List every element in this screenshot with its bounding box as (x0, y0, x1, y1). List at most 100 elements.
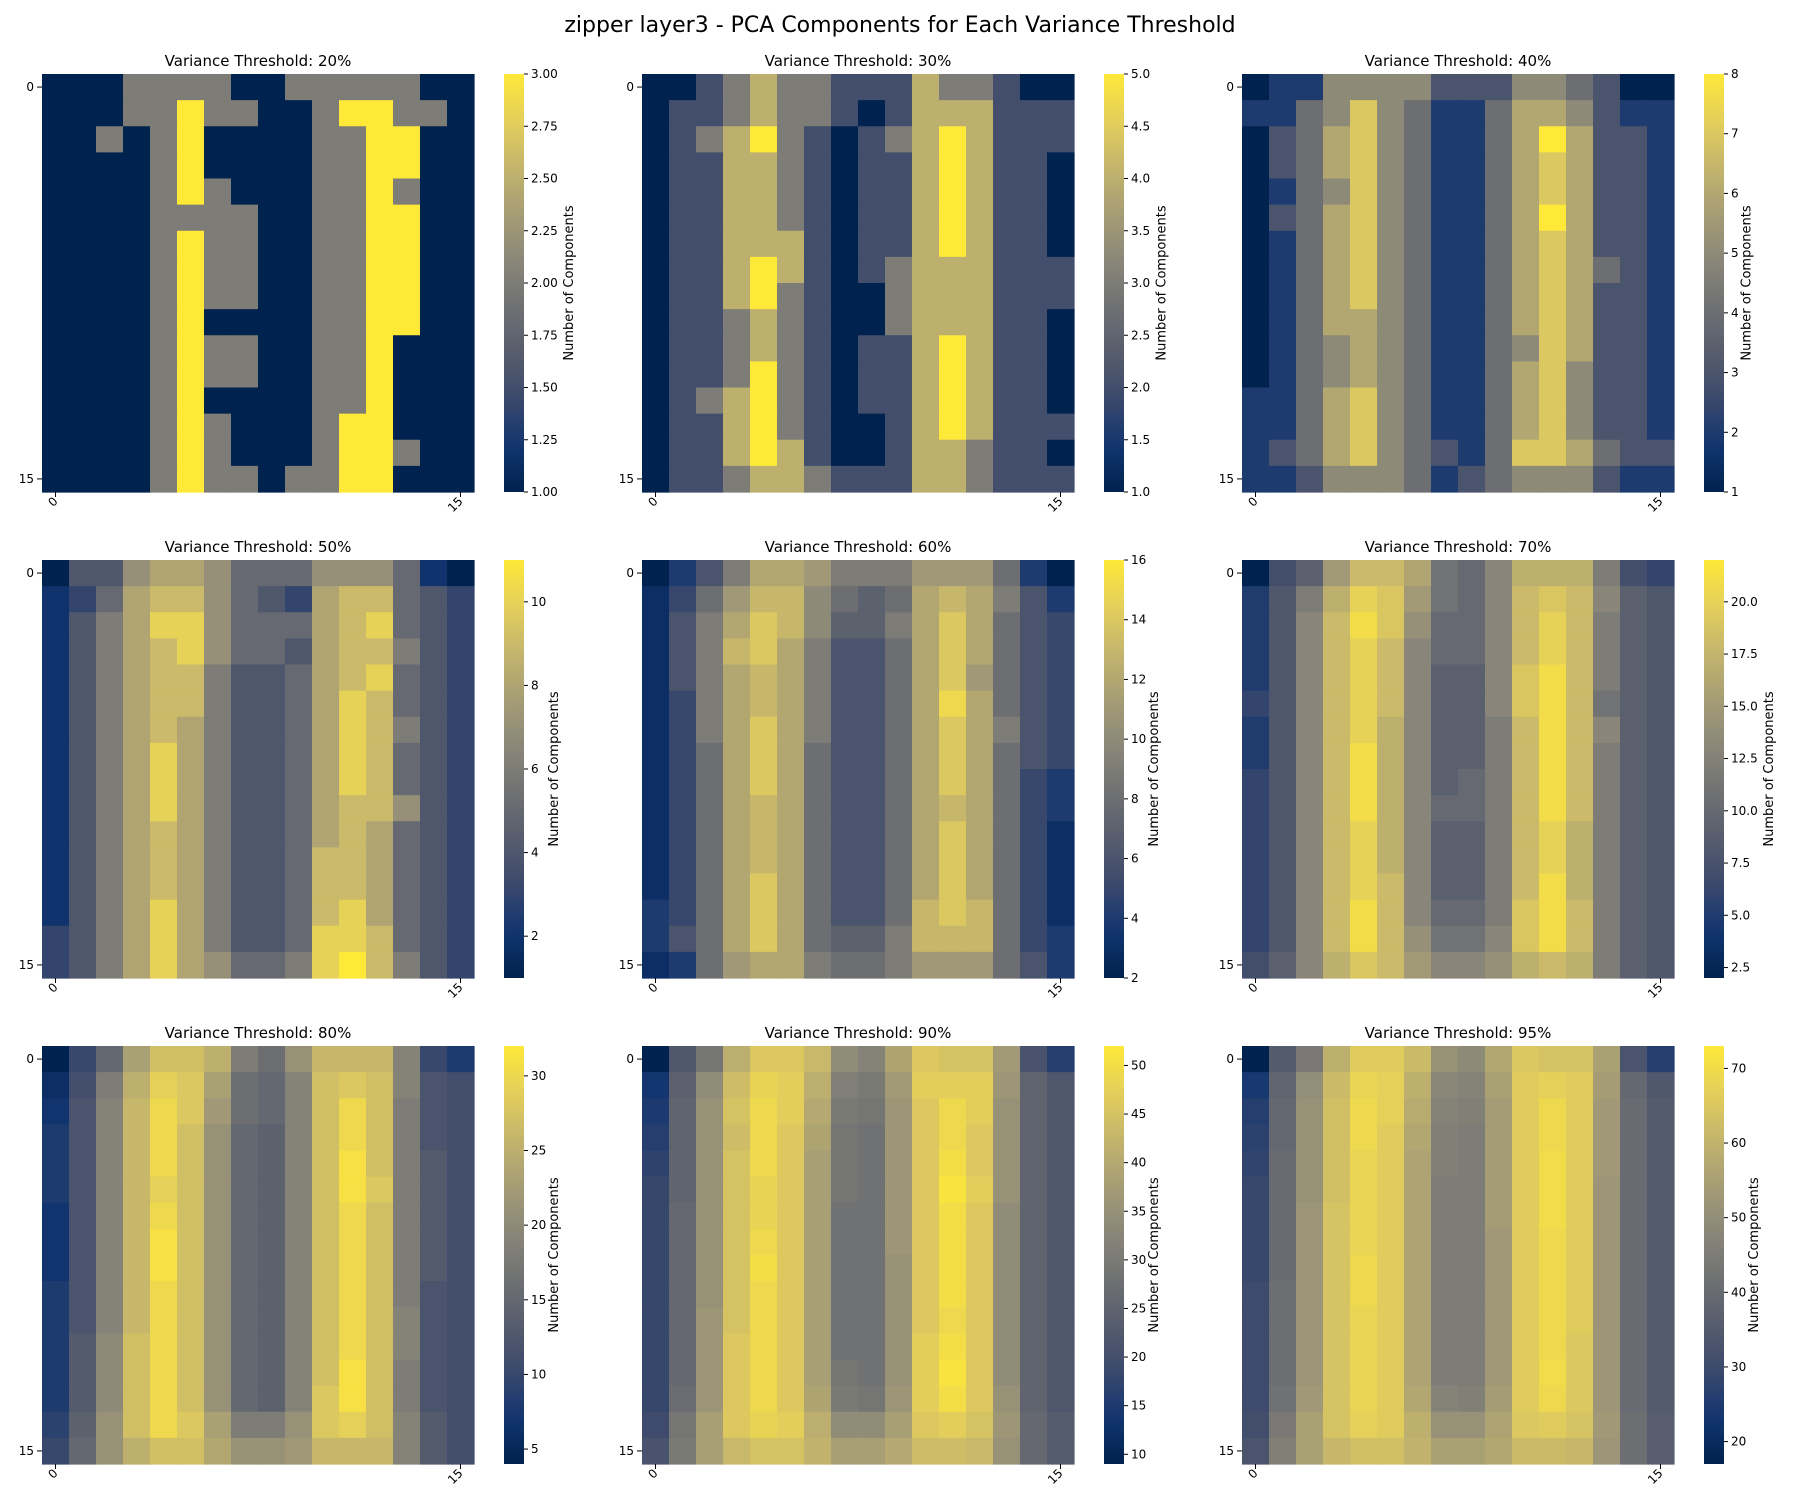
heatmap-cell (1620, 204, 1648, 232)
heatmap-cell (696, 387, 724, 415)
heatmap-cell (204, 1150, 232, 1178)
heatmap-cell (231, 690, 259, 718)
heatmap-cell (1020, 230, 1048, 258)
heatmap-cell (1296, 1228, 1324, 1256)
heatmap-cell (777, 1385, 805, 1413)
heatmap-cell (1323, 586, 1351, 613)
heatmap-cell (312, 1202, 340, 1230)
heatmap-cell (804, 586, 832, 613)
heatmap-cell (1242, 1359, 1270, 1387)
heatmap-cell (966, 925, 994, 953)
heatmap-cell (1296, 1437, 1324, 1465)
heatmap-cell (750, 638, 778, 666)
colorbar-tick-label: 6 (1731, 186, 1739, 200)
heatmap-cell (1620, 152, 1648, 180)
heatmap-cell (177, 560, 205, 587)
heatmap-cell (150, 925, 178, 953)
heatmap-cell (96, 1176, 124, 1204)
heatmap-cell (723, 1046, 751, 1073)
heatmap-cell (831, 1281, 859, 1308)
heatmap-cell (204, 769, 232, 796)
heatmap-cell (366, 1228, 394, 1256)
heatmap-cell (1566, 204, 1594, 232)
heatmap-cell (966, 795, 994, 822)
heatmap-cell (912, 283, 940, 310)
heatmap-cell (1620, 638, 1648, 666)
heatmap-cell (642, 1072, 670, 1099)
heatmap-cell (177, 283, 205, 310)
heatmap-cell (1323, 74, 1351, 101)
y-tick-label: 0 (1226, 566, 1234, 580)
heatmap-cell (1242, 716, 1270, 744)
heatmap-cell (285, 1359, 313, 1387)
heatmap-cell (1269, 1072, 1297, 1099)
heatmap-cell (912, 1150, 940, 1178)
heatmap-cell (177, 1255, 205, 1282)
heatmap-cell (777, 847, 805, 875)
heatmap-cell (1296, 1072, 1324, 1099)
heatmap-cell (123, 361, 151, 389)
heatmap-cell (939, 1385, 967, 1413)
heatmap-cell (885, 1202, 913, 1230)
heatmap-cell (642, 204, 670, 232)
heatmap-cell (696, 178, 724, 206)
heatmap-cell (885, 716, 913, 744)
heatmap-cell (1431, 899, 1459, 927)
heatmap-cell (777, 1281, 805, 1308)
heatmap-cell (1593, 309, 1621, 336)
heatmap-cell (366, 465, 394, 493)
heatmap-cell (1296, 716, 1324, 744)
heatmap-cell (1647, 1385, 1675, 1413)
heatmap-cell (258, 873, 286, 901)
heatmap-cell (885, 1098, 913, 1125)
colorbar-label: Number of Components (1740, 205, 1755, 360)
heatmap-cell (1047, 1202, 1075, 1230)
heatmap-cell (912, 612, 940, 639)
heatmap-cell (777, 361, 805, 389)
heatmap-cell (885, 1411, 913, 1439)
colorbar-tick-label: 15.0 (1731, 699, 1758, 713)
heatmap-cell (1377, 1385, 1405, 1413)
heatmap-cell (285, 951, 313, 979)
heatmap-cell (1377, 1411, 1405, 1439)
heatmap-cell (312, 283, 340, 310)
heatmap-cell (177, 1307, 205, 1334)
heatmap-cell (1377, 1281, 1405, 1308)
heatmap-cell (858, 899, 886, 927)
heatmap-cell (96, 126, 124, 153)
heatmap-cell (285, 74, 313, 101)
y-tick-label: 0 (1226, 1052, 1234, 1066)
heatmap-cell (1620, 335, 1648, 362)
heatmap-cell (312, 1255, 340, 1282)
heatmap-cell (777, 1202, 805, 1230)
heatmap-cell (804, 560, 832, 587)
heatmap-cell (777, 465, 805, 493)
heatmap-cell (804, 361, 832, 389)
heatmap-cell (912, 152, 940, 180)
heatmap-cell (1512, 1098, 1540, 1125)
x-tick-label: 15 (445, 494, 466, 515)
heatmap-cell (669, 847, 697, 875)
heatmap-cell (177, 1098, 205, 1125)
heatmap-cell (1269, 638, 1297, 666)
heatmap-cell (1593, 413, 1621, 441)
heatmap-cell (123, 178, 151, 206)
heatmap-cell (366, 742, 394, 770)
heatmap-cell (1242, 439, 1270, 467)
heatmap-cell (939, 1202, 967, 1230)
heatmap-cell (804, 1150, 832, 1178)
heatmap-cell (777, 1046, 805, 1073)
heatmap-cell (204, 1176, 232, 1204)
heatmap-cell (231, 204, 259, 232)
heatmap-cell (312, 230, 340, 258)
colorbar-tick-label: 2.00 (531, 276, 558, 290)
heatmap-cell (966, 690, 994, 718)
heatmap-cell (1323, 1072, 1351, 1099)
heatmap-cell (939, 309, 967, 336)
heatmap-cell (420, 256, 448, 284)
heatmap-cell (1539, 256, 1567, 284)
heatmap-cell (1350, 1411, 1378, 1439)
heatmap-cell (1458, 847, 1486, 875)
heatmap-cell (96, 1281, 124, 1308)
heatmap-cell (642, 1281, 670, 1308)
